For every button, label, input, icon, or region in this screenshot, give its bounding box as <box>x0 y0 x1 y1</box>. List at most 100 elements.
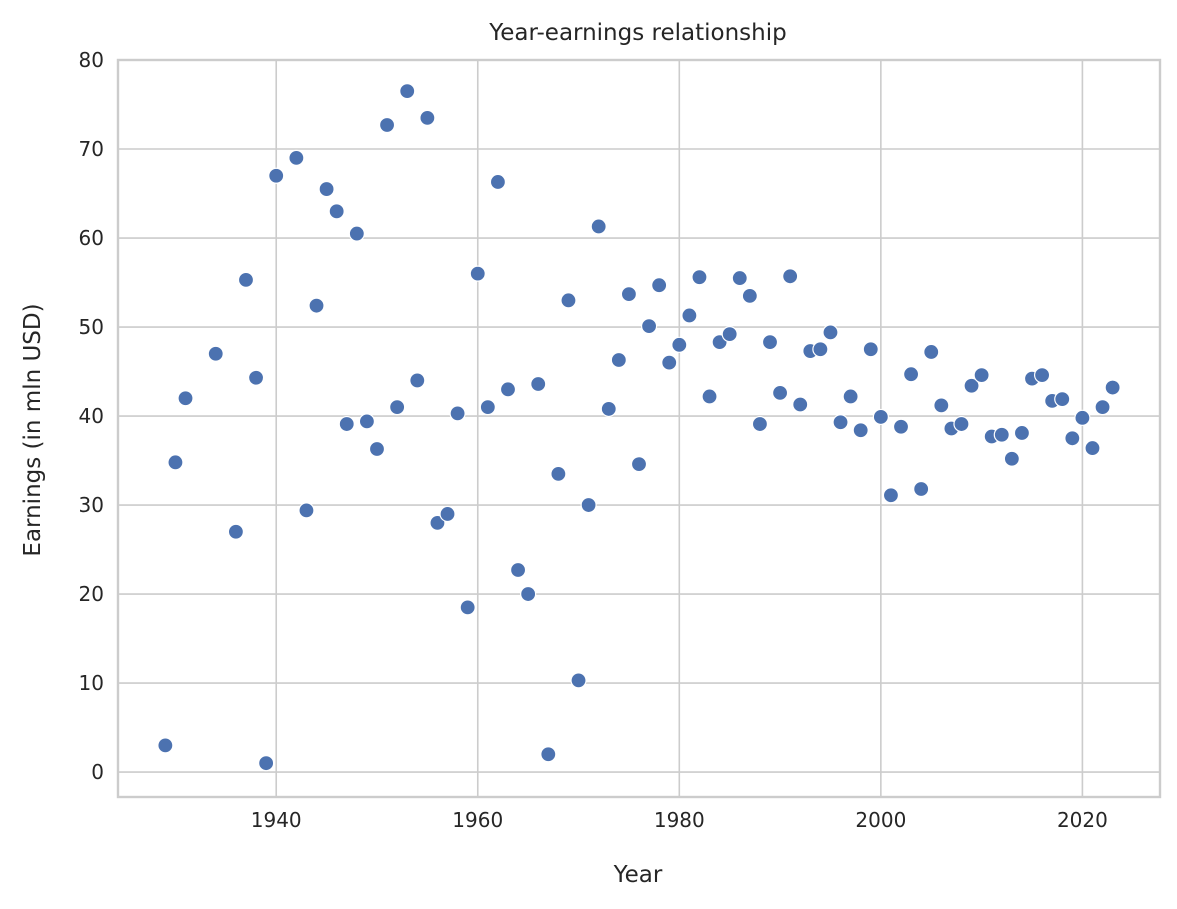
data-point <box>882 487 900 504</box>
data-point <box>842 388 859 405</box>
data-point <box>862 341 879 358</box>
data-point <box>378 116 396 134</box>
plot-frame <box>116 58 1162 799</box>
data-point <box>1013 424 1031 442</box>
y-tick-label: 60 <box>79 226 104 250</box>
x-tick-label: 2000 <box>855 808 906 832</box>
x-tick-label: 1940 <box>251 808 302 832</box>
data-point <box>761 334 779 351</box>
x-tick-labels: 1940 1960 1980 2000 2020 <box>251 808 1108 832</box>
data-point <box>368 440 386 458</box>
data-point <box>358 413 376 430</box>
data-point <box>328 203 345 220</box>
data-point <box>812 341 829 358</box>
data-point <box>318 180 335 198</box>
data-point <box>530 375 547 393</box>
data-point <box>872 408 889 426</box>
data-point <box>207 345 224 362</box>
y-tick-label: 30 <box>79 493 104 517</box>
data-point <box>489 173 507 191</box>
chart-title: Year-earnings relationship <box>488 20 786 46</box>
data-point <box>429 514 446 531</box>
data-point <box>953 415 970 433</box>
data-point <box>1003 450 1020 467</box>
data-point <box>661 354 678 371</box>
x-axis-title: Year <box>613 862 663 888</box>
data-point <box>671 336 688 353</box>
data-point <box>258 755 275 772</box>
data-point <box>610 351 627 369</box>
x-tick-label: 2020 <box>1057 808 1108 832</box>
data-point <box>570 672 587 689</box>
data-point <box>580 496 597 514</box>
data-point <box>933 397 950 414</box>
data-point <box>247 369 265 386</box>
data-point <box>782 268 799 285</box>
data-point <box>792 396 809 413</box>
data-point <box>741 287 758 304</box>
data-point <box>237 271 255 288</box>
data-point <box>308 297 325 314</box>
data-point <box>419 109 436 126</box>
data-point <box>509 561 527 579</box>
data-point <box>540 746 557 763</box>
x-tick-label: 1980 <box>654 808 705 832</box>
y-tick-label: 80 <box>79 48 104 72</box>
data-point <box>640 318 658 335</box>
data-point <box>348 225 365 242</box>
data-point <box>227 523 245 540</box>
data-point <box>1074 409 1091 426</box>
x-tick-label: 1960 <box>452 808 503 832</box>
data-point <box>338 415 355 433</box>
data-point <box>973 366 990 384</box>
data-point <box>892 418 910 435</box>
data-point <box>479 399 496 416</box>
data-point <box>600 400 617 418</box>
data-point <box>288 149 305 167</box>
data-point <box>1054 391 1071 408</box>
data-point <box>701 388 718 405</box>
data-point <box>439 505 456 523</box>
data-point <box>731 269 748 287</box>
data-point <box>389 399 406 416</box>
data-point <box>550 465 567 482</box>
data-point <box>1084 439 1101 457</box>
data-point <box>499 381 517 398</box>
data-point <box>520 585 537 603</box>
data-point <box>691 269 708 286</box>
data-point <box>590 218 607 235</box>
data-point <box>1104 379 1121 396</box>
y-tick-label: 0 <box>91 760 104 784</box>
data-point <box>721 326 738 343</box>
data-point <box>409 372 426 389</box>
data-point <box>963 377 980 394</box>
data-point <box>157 737 174 754</box>
data-point <box>459 599 476 616</box>
y-tick-label: 40 <box>79 404 104 428</box>
data-point <box>620 285 638 303</box>
data-point <box>852 422 869 439</box>
data-point <box>1033 366 1051 384</box>
data-point <box>751 415 769 433</box>
data-point <box>913 480 930 498</box>
data-points <box>157 83 1121 772</box>
data-point <box>399 83 416 100</box>
data-point <box>167 454 184 471</box>
data-point <box>993 426 1010 443</box>
data-point <box>681 307 698 324</box>
data-point <box>298 502 315 519</box>
y-tick-label: 10 <box>79 671 104 695</box>
data-point <box>268 167 285 184</box>
y-tick-labels: 0 10 20 30 40 50 60 70 80 <box>79 48 104 784</box>
data-point <box>469 265 486 282</box>
data-point <box>902 366 920 383</box>
y-axis-title: Earnings (in mln USD) <box>20 303 46 556</box>
data-point <box>449 405 466 422</box>
data-point <box>771 384 789 401</box>
y-tick-label: 20 <box>79 582 104 606</box>
y-tick-label: 50 <box>79 315 104 339</box>
data-point <box>822 324 839 341</box>
data-point <box>1094 399 1111 416</box>
data-point <box>177 390 194 407</box>
